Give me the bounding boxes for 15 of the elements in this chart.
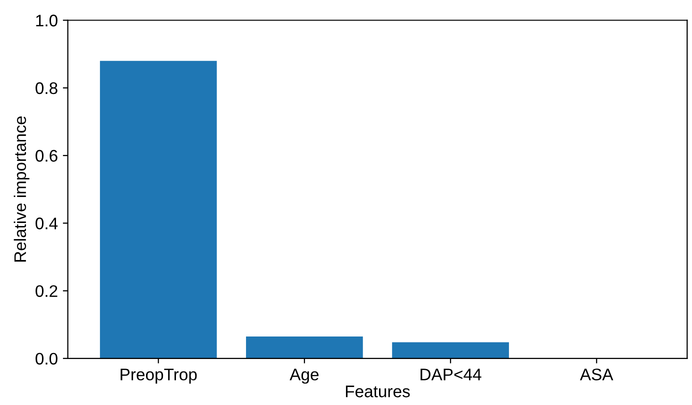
- y-tick-label: 0.2: [36, 285, 58, 297]
- bar: [100, 60, 217, 358]
- x-axis-title: Features: [346, 386, 410, 398]
- x-tick-label: ASA: [580, 368, 614, 380]
- y-tick-label: 0.0: [36, 352, 58, 365]
- y-tick-label: 0.4: [36, 218, 58, 230]
- x-tick-label: Age: [290, 368, 319, 384]
- y-tick-label: 1.0: [36, 14, 58, 26]
- x-tick-label: DAP<44: [420, 368, 482, 380]
- y-axis-title: Relative importance: [14, 116, 30, 262]
- bar: [392, 342, 509, 358]
- bar: [246, 336, 363, 358]
- x-tick-label: PreopTrop: [120, 368, 197, 384]
- y-tick-label: 0.8: [36, 82, 58, 94]
- y-tick-label: 0.6: [36, 150, 58, 162]
